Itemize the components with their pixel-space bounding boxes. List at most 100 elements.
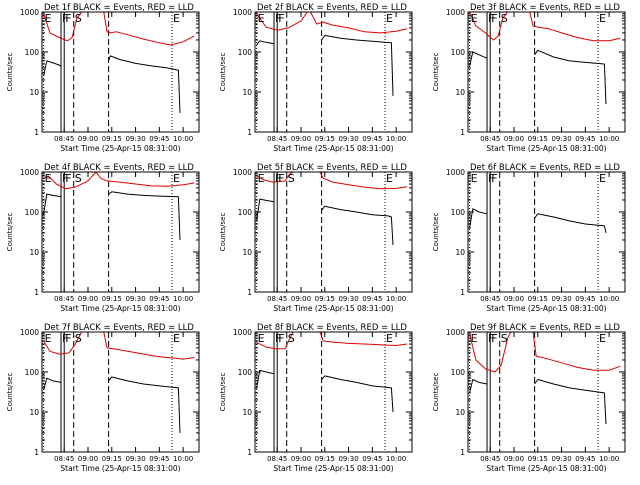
detector-panel: Det 5f BLACK = Events, RED = LLD Counts/s… — [219, 163, 413, 313]
interval-marker-label: S — [75, 332, 82, 345]
x-axis-label: Start Time (25-Apr-15 08:31:00) — [273, 144, 393, 153]
x-tick-label: 09:45 — [575, 295, 595, 303]
event-rate-line — [108, 191, 181, 241]
plot-area — [469, 172, 607, 292]
interval-marker-label: F — [62, 172, 68, 185]
interval-marker-label: F — [275, 332, 281, 345]
event-rate-line — [43, 377, 62, 391]
x-tick-label: 09:00 — [78, 135, 98, 143]
y-tick-label: 1 — [34, 448, 39, 457]
y-tick-label: 1000 — [20, 328, 39, 337]
x-tick-label: 10:00 — [599, 135, 619, 143]
y-tick-label: 1 — [460, 288, 465, 297]
plot-frame — [41, 11, 200, 133]
x-tick-label: 09:15 — [315, 135, 335, 143]
event-rate-line — [469, 51, 488, 67]
interval-marker-label: E — [173, 332, 180, 345]
event-rate-line — [534, 379, 607, 425]
x-axis-label: Start Time (25-Apr-15 08:31:00) — [60, 464, 180, 473]
y-tick-label: 1 — [247, 128, 252, 137]
y-tick-label: 100 — [238, 208, 253, 217]
detector-panel: Det 9f BLACK = Events, RED = LLD Counts/s… — [432, 323, 626, 473]
lld-rate-line — [43, 172, 195, 190]
y-tick-label: 100 — [238, 48, 253, 57]
interval-marker-label: S — [288, 332, 295, 345]
lld-rate-line — [43, 332, 83, 355]
x-axis-label: Start Time (25-Apr-15 08:31:00) — [60, 144, 180, 153]
y-axis-label: Counts/sec — [219, 53, 227, 92]
y-tick-label: 100 — [238, 368, 253, 377]
x-tick-label: 09:15 — [102, 135, 122, 143]
interval-marker-label: F — [491, 12, 497, 25]
y-tick-label: 1000 — [233, 8, 252, 17]
x-tick-label: 10:00 — [386, 455, 406, 463]
panel-title: Det 6f BLACK = Events, RED = LLD — [470, 163, 620, 173]
x-axis-label: Start Time (25-Apr-15 08:31:00) — [486, 144, 606, 153]
y-axis-label: Counts/sec — [6, 213, 14, 252]
lld-rate-line — [256, 172, 294, 183]
x-tick-label: 10:00 — [173, 135, 193, 143]
plot-frame — [254, 171, 413, 293]
y-tick-label: 10 — [455, 248, 465, 257]
lld-rate-line — [319, 172, 408, 190]
x-tick-label: 09:45 — [362, 455, 382, 463]
detector-panel: Det 3f BLACK = Events, RED = LLD Counts/s… — [432, 3, 626, 153]
x-tick-label: 09:45 — [149, 295, 169, 303]
interval-marker-label: E — [258, 332, 265, 345]
panel-title: Det 1f BLACK = Events, RED = LLD — [44, 3, 194, 13]
event-rate-line — [256, 369, 275, 388]
lld-rate-line — [43, 12, 82, 42]
event-rate-line — [534, 49, 607, 105]
x-tick-label: 09:45 — [362, 135, 382, 143]
y-tick-label: 1000 — [20, 8, 39, 17]
event-rate-line — [321, 205, 394, 246]
event-rate-line — [256, 40, 275, 46]
y-tick-label: 10 — [242, 408, 252, 417]
x-tick-label: 08:45 — [480, 295, 500, 303]
x-tick-label: 09:45 — [149, 455, 169, 463]
x-axis-label: Start Time (25-Apr-15 08:31:00) — [486, 304, 606, 313]
x-tick-label: 10:00 — [173, 455, 193, 463]
interval-marker-label: E — [45, 12, 52, 25]
y-axis-label: Counts/sec — [219, 213, 227, 252]
interval-marker-label: F — [488, 12, 494, 25]
y-tick-label: 1 — [247, 448, 252, 457]
interval-marker-label: E — [386, 12, 393, 25]
lld-rate-line — [469, 12, 508, 41]
x-tick-label: 09:00 — [291, 295, 311, 303]
y-tick-label: 1000 — [233, 168, 252, 177]
interval-marker-label: E — [599, 332, 606, 345]
detector-panel: Det 2f BLACK = Events, RED = LLD Counts/s… — [219, 3, 413, 153]
y-tick-label: 100 — [25, 208, 40, 217]
lld-rate-line — [319, 332, 408, 346]
detector-panel: Det 4f BLACK = Events, RED = LLD Counts/s… — [6, 163, 200, 313]
y-tick-label: 100 — [451, 208, 466, 217]
y-tick-label: 1000 — [446, 328, 465, 337]
lld-rate-line — [256, 12, 408, 34]
y-axis-label: Counts/sec — [6, 373, 14, 412]
plot-frame — [41, 331, 200, 453]
interval-marker-label: F — [278, 12, 284, 25]
x-tick-label: 09:00 — [504, 295, 524, 303]
x-tick-label: 10:00 — [173, 295, 193, 303]
interval-marker-label: F — [278, 172, 284, 185]
y-axis-label: Counts/sec — [219, 373, 227, 412]
x-tick-label: 09:15 — [315, 295, 335, 303]
plot-frame — [254, 331, 413, 453]
x-tick-label: 10:00 — [599, 455, 619, 463]
y-axis-label: Counts/sec — [432, 213, 440, 252]
plot-frame — [467, 331, 626, 453]
x-tick-label: 09:15 — [528, 455, 548, 463]
x-tick-label: 09:30 — [338, 455, 358, 463]
interval-marker-label: S — [288, 172, 295, 185]
interval-marker-label: S — [75, 12, 82, 25]
x-tick-label: 08:45 — [267, 455, 287, 463]
y-tick-label: 1000 — [233, 328, 252, 337]
event-rate-line — [43, 193, 62, 214]
x-tick-label: 09:30 — [125, 295, 145, 303]
y-tick-label: 100 — [451, 368, 466, 377]
x-tick-label: 09:45 — [149, 135, 169, 143]
interval-marker-label: E — [386, 172, 393, 185]
x-axis-label: Start Time (25-Apr-15 08:31:00) — [486, 464, 606, 473]
